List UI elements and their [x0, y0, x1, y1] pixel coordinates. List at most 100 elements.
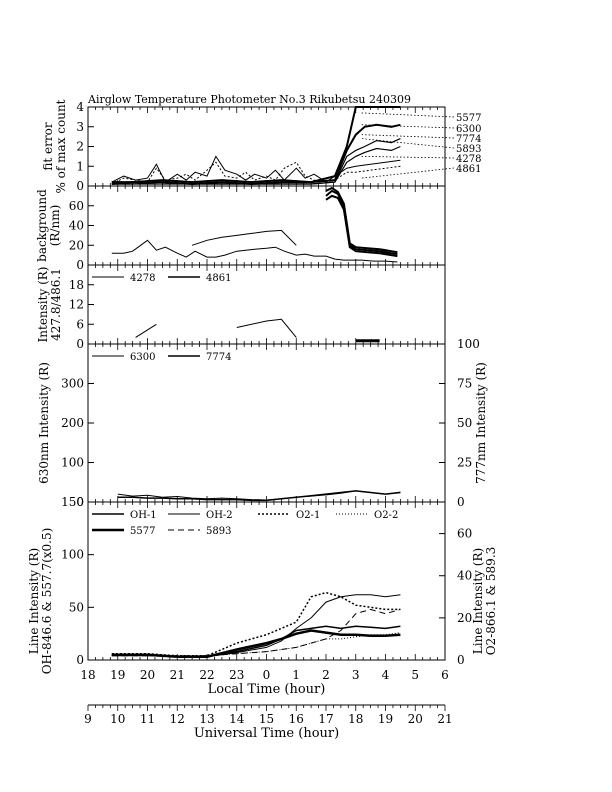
- y-tick-label: 100: [61, 456, 84, 470]
- legend-label: O2-2: [374, 510, 398, 521]
- legend-label: OH-1: [130, 510, 157, 521]
- x-tick-label-local: 0: [263, 668, 271, 682]
- legend-label: 4861: [206, 273, 231, 284]
- x-tick-label-ut: 12: [170, 712, 185, 726]
- series-line: [111, 155, 401, 183]
- series-line: [111, 106, 401, 184]
- legend-label: O2-1: [296, 510, 320, 521]
- y-tick-label: 50: [69, 600, 84, 614]
- y-tick-label-right: 50: [457, 416, 472, 430]
- y-tick-label-right: 100: [457, 337, 480, 351]
- series-line: [111, 629, 401, 659]
- series-line: [135, 323, 157, 338]
- y-tick-label: 12: [69, 298, 84, 312]
- legend-label: 5893: [456, 144, 481, 155]
- series-line: [236, 318, 297, 338]
- y-tick-label-right: 75: [457, 377, 472, 391]
- x-tick-label-ut: 9: [84, 712, 92, 726]
- y-tick-label: 100: [61, 548, 84, 562]
- x-tick-label-ut: 11: [140, 712, 155, 726]
- x-tick-label-ut: 20: [408, 712, 423, 726]
- series-line: [191, 229, 297, 246]
- y-axis-label: 427.8/486.1: [49, 268, 63, 341]
- y-tick-label: 40: [69, 219, 84, 233]
- y-axis-label-left: Line Intensity (R): [27, 548, 41, 654]
- x-tick-label-local: 2: [322, 668, 330, 682]
- x-tick-label-ut: 17: [318, 712, 333, 726]
- y-tick-label-right: 25: [457, 456, 472, 470]
- y-tick-label: 300: [61, 377, 84, 391]
- legend-label: 7774: [456, 134, 481, 145]
- x-tick-label-ut: 10: [110, 712, 125, 726]
- y-axis-label-right: Line Intensity (R): [471, 548, 485, 654]
- series-line: [325, 194, 398, 258]
- series-line: [325, 189, 398, 256]
- series-line: [111, 161, 401, 185]
- legend-label: 6300: [130, 352, 155, 363]
- y-tick-label-right: 60: [457, 527, 472, 541]
- y-tick-label: 150: [61, 495, 84, 509]
- x-axis-label-local: Local Time (hour): [208, 682, 326, 697]
- x-tick-label-local: 21: [170, 668, 185, 682]
- x-tick-label-local: 20: [140, 668, 155, 682]
- x-tick-label-ut: 15: [259, 712, 274, 726]
- y-tick-label: 3: [76, 120, 84, 134]
- legend-label: 5577: [456, 113, 481, 124]
- legend-label: 4861: [456, 164, 481, 175]
- legend-label: 5577: [130, 526, 155, 537]
- x-tick-label-ut: 18: [348, 712, 363, 726]
- x-tick-label-local: 6: [441, 668, 449, 682]
- legend-leader: [361, 134, 455, 139]
- chart-title: Airglow Temperature Photometer No.3 Riku…: [87, 93, 411, 106]
- y-tick-label: 0: [76, 495, 84, 509]
- y-tick-label: 1: [76, 159, 84, 173]
- x-tick-label-local: 19: [110, 668, 125, 682]
- x-tick-label-ut: 16: [289, 712, 304, 726]
- y-axis-label-right: O2-866.1 & 589.3: [484, 547, 498, 656]
- y-axis-label-right: 777nm Intensity (R): [474, 362, 488, 484]
- series-line: [111, 145, 401, 185]
- y-axis-label: % of max count: [54, 99, 68, 193]
- y-tick-label: 4: [76, 100, 84, 114]
- series-line: [117, 490, 401, 502]
- legend-label: 4278: [456, 154, 481, 165]
- y-tick-label: 18: [69, 278, 84, 292]
- x-axis-label-ut: Universal Time (hour): [194, 726, 339, 741]
- y-axis-label: background: [35, 189, 49, 262]
- legend-leader: [361, 112, 455, 118]
- y-axis-label-left: OH-846.6 & 557.7(x0.5): [40, 528, 54, 675]
- y-tick-label-right: 40: [457, 569, 472, 583]
- panel-frame: [87, 106, 446, 187]
- legend-label: 4278: [130, 273, 155, 284]
- x-tick-label-local: 18: [80, 668, 95, 682]
- x-tick-label-local: 3: [352, 668, 360, 682]
- x-tick-label-ut: 19: [378, 712, 393, 726]
- y-tick-label: 6: [76, 317, 84, 331]
- legend-label: OH-2: [206, 510, 233, 521]
- y-tick-label: 2: [76, 140, 84, 154]
- x-tick-label-local: 22: [199, 668, 214, 682]
- x-tick-label-local: 23: [229, 668, 244, 682]
- x-tick-label-ut: 13: [199, 712, 214, 726]
- legend-leader: [361, 124, 455, 129]
- y-tick-label: 0: [76, 179, 84, 193]
- series-line: [111, 138, 401, 185]
- y-tick-label: 200: [61, 416, 84, 430]
- y-tick-label: 0: [76, 337, 84, 351]
- legend-leader: [361, 138, 455, 149]
- y-axis-label-left: 630nm Intensity (R): [37, 362, 51, 484]
- y-tick-label-right: 0: [457, 653, 465, 667]
- x-tick-label-ut: 14: [229, 712, 245, 726]
- y-tick-label: 20: [69, 238, 84, 252]
- y-axis-label: fit error: [41, 122, 55, 170]
- y-axis-label: (R/nm): [48, 205, 62, 247]
- legend-label: 6300: [456, 124, 481, 135]
- y-axis-label: Intensity (R): [36, 267, 50, 343]
- x-tick-label-local: 4: [382, 668, 390, 682]
- y-tick-label-right: 0: [457, 495, 465, 509]
- series-line: [111, 239, 398, 263]
- legend-leader: [361, 167, 455, 179]
- legend-leader: [361, 155, 455, 159]
- y-tick-label: 0: [76, 653, 84, 667]
